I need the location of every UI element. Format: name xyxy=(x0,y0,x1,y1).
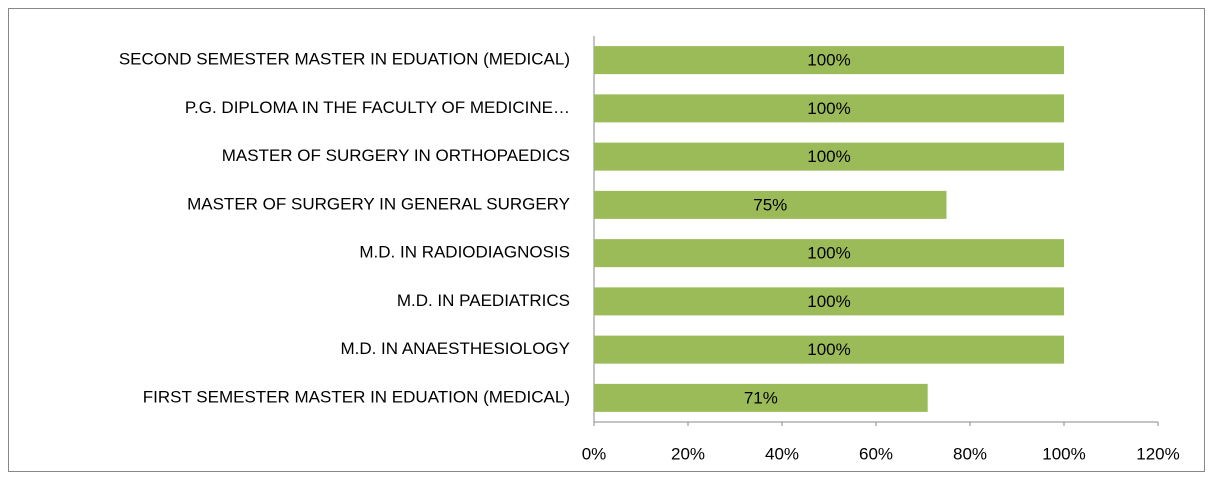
value-label: 71% xyxy=(744,388,778,407)
x-tick-label: 100% xyxy=(1042,444,1085,463)
y-tick-label: SECOND SEMESTER MASTER IN EDUATION (MEDI… xyxy=(119,50,570,69)
x-tick-label: 120% xyxy=(1136,444,1179,463)
y-tick-label: M.D. IN PAEDIATRICS xyxy=(397,291,570,310)
value-label: 100% xyxy=(807,292,850,311)
y-tick-label: MASTER OF SURGERY IN GENERAL SURGERY xyxy=(187,194,570,213)
value-label: 75% xyxy=(753,195,787,214)
bar xyxy=(594,383,928,412)
x-tick-label: 80% xyxy=(953,444,987,463)
x-tick-label: 0% xyxy=(582,444,607,463)
bar xyxy=(594,94,1064,123)
bar xyxy=(594,287,1064,316)
y-tick-label: M.D. IN ANAESTHESIOLOGY xyxy=(340,339,570,358)
value-label: 100% xyxy=(807,51,850,70)
x-tick-label: 60% xyxy=(859,444,893,463)
bar xyxy=(594,142,1064,171)
x-tick-label: 40% xyxy=(765,444,799,463)
value-label: 100% xyxy=(807,147,850,166)
y-tick-label: M.D. IN RADIODIAGNOSIS xyxy=(359,243,570,262)
y-tick-label: FIRST SEMESTER MASTER IN EDUATION (MEDIC… xyxy=(143,387,570,406)
bar xyxy=(594,335,1064,364)
bar xyxy=(594,46,1064,75)
y-tick-label: P.G. DIPLOMA IN THE FACULTY OF MEDICINE… xyxy=(185,98,570,117)
y-tick-label: MASTER OF SURGERY IN ORTHOPAEDICS xyxy=(222,146,570,165)
value-label: 100% xyxy=(807,244,850,263)
value-label: 100% xyxy=(807,340,850,359)
bar xyxy=(594,239,1064,268)
x-tick-label: 20% xyxy=(671,444,705,463)
bar xyxy=(594,190,947,219)
value-label: 100% xyxy=(807,99,850,118)
